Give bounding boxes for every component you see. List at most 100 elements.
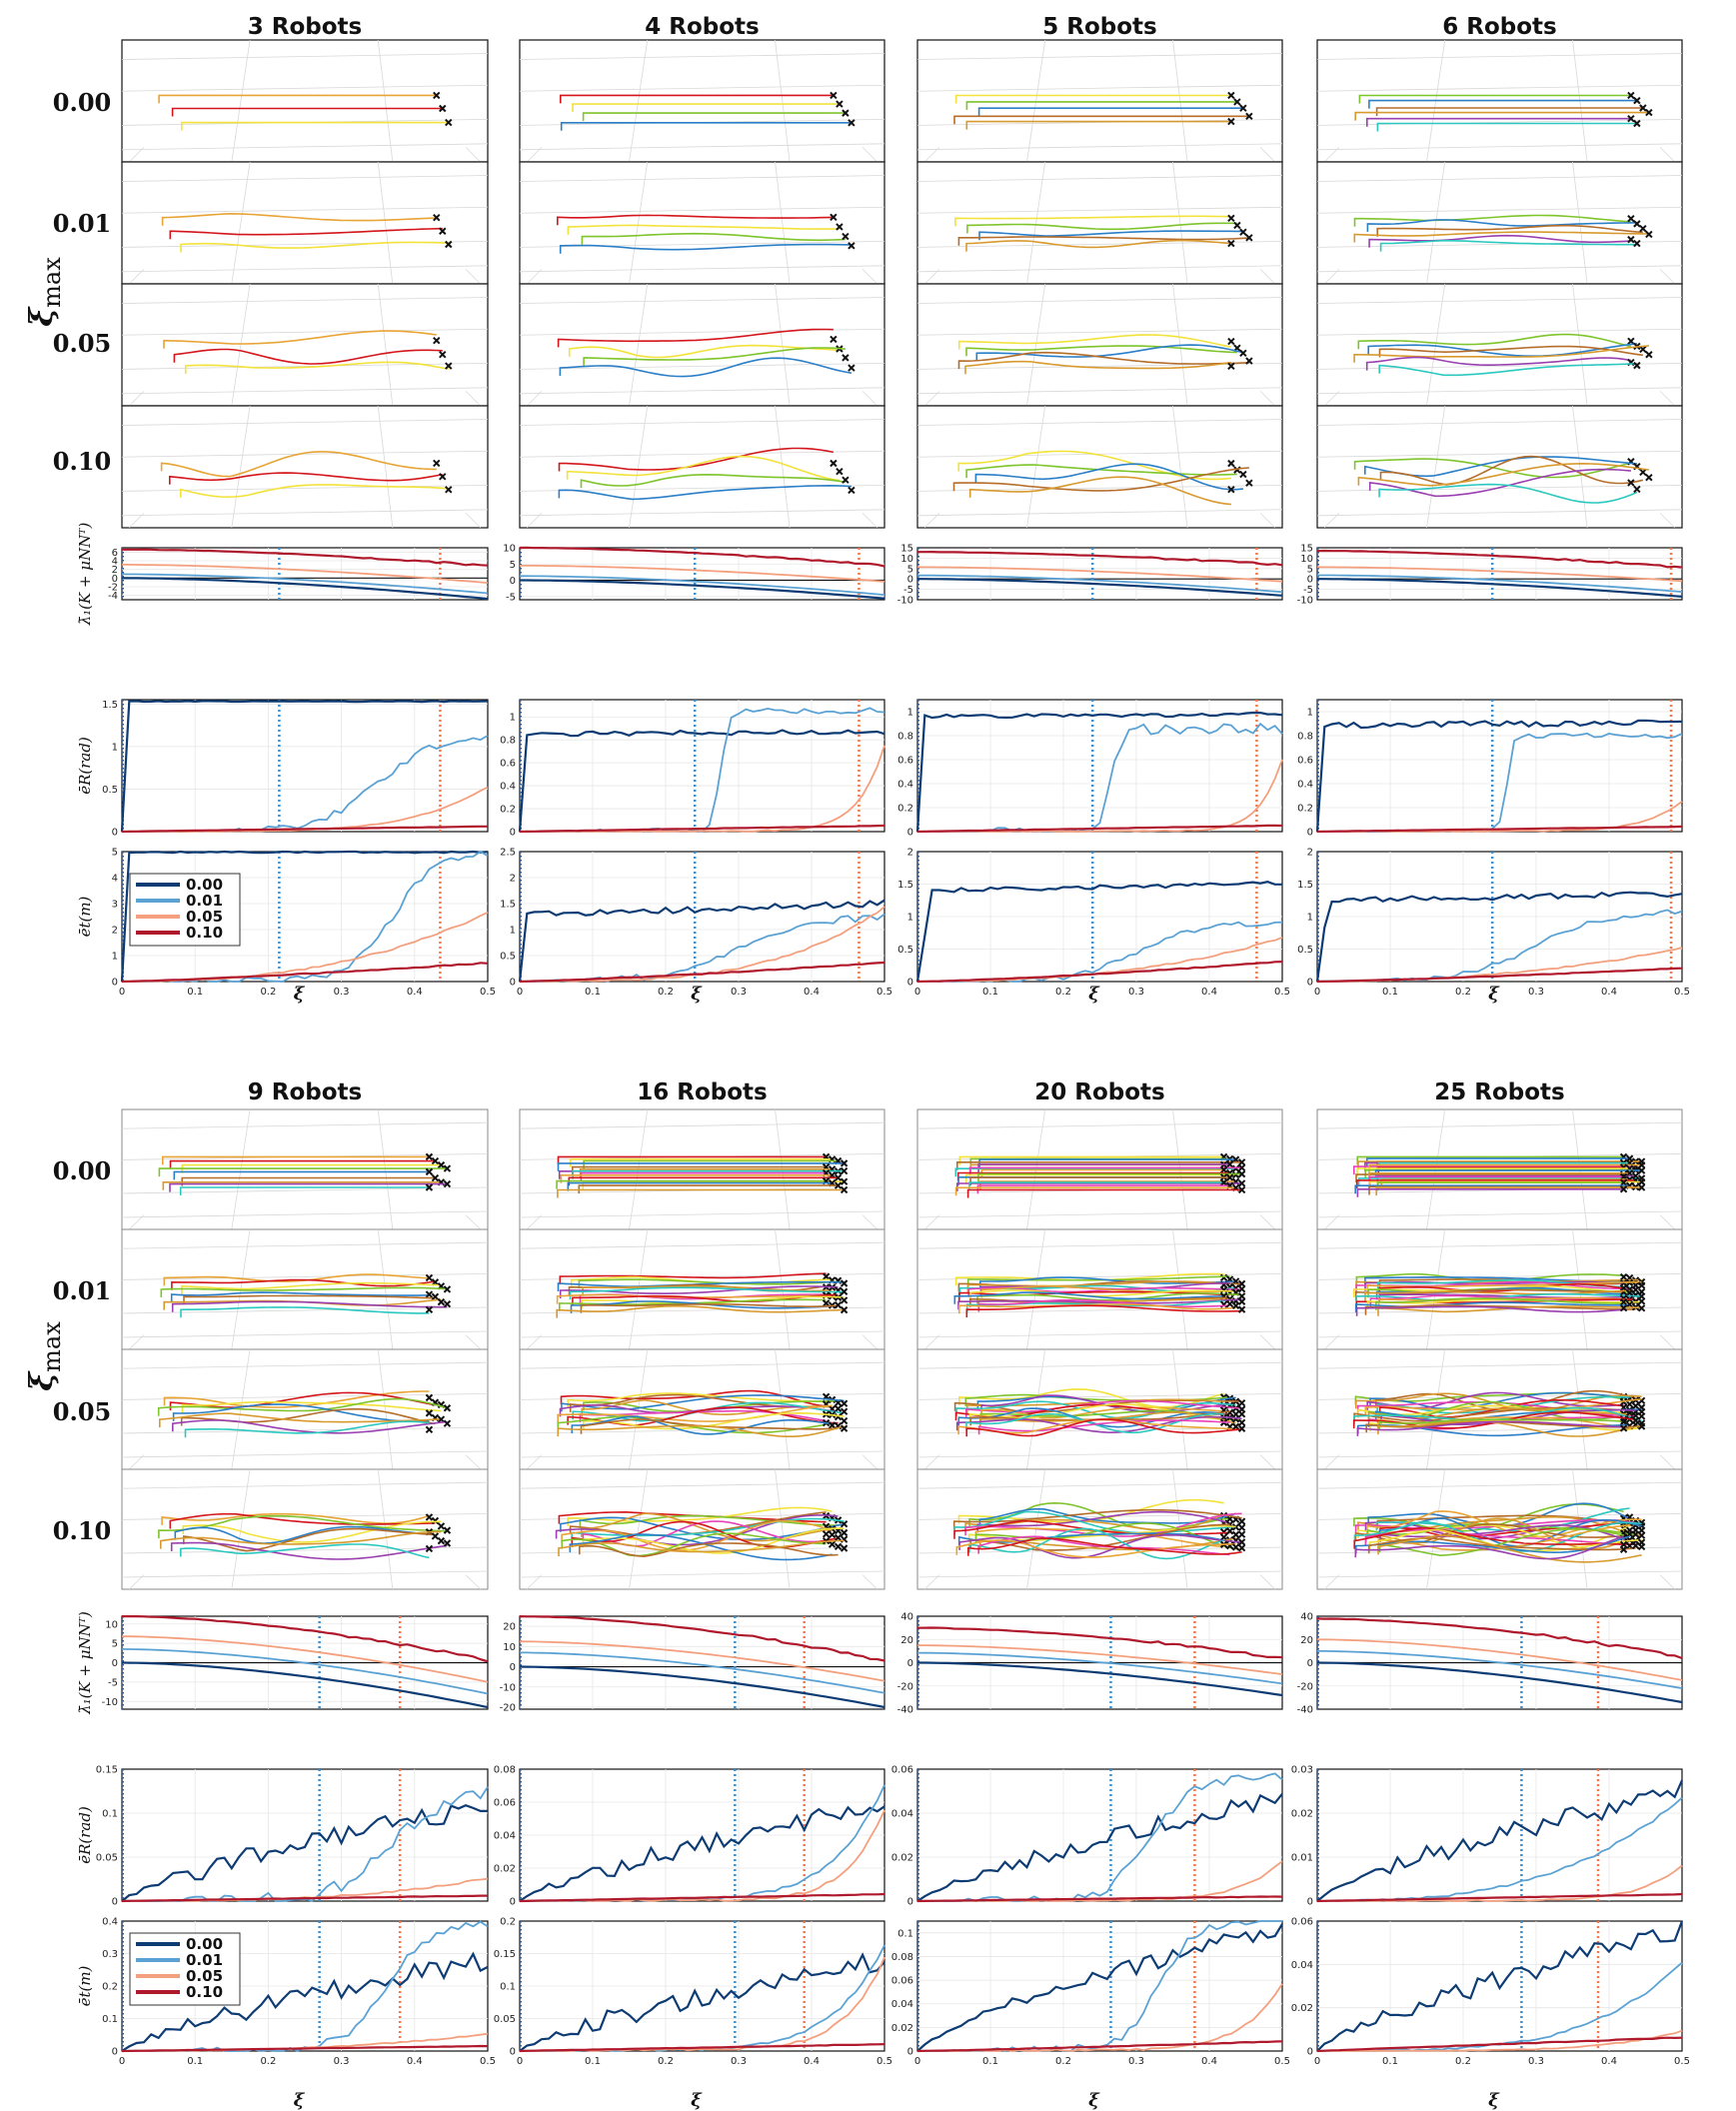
x-tick-label: 0.2: [260, 2056, 276, 2067]
y-tick-label: 0.4: [897, 780, 913, 791]
series-line-005: [122, 1635, 489, 1683]
y-tick-label: 0: [510, 2047, 516, 2058]
y-axis-label-lambda: λ̄₁(K + μNNᵀ): [76, 1611, 94, 1715]
robot-marker: [1619, 1185, 1628, 1193]
trajectory-panel: [519, 1348, 885, 1470]
robot-trajectory: [180, 1306, 430, 1318]
robot-trajectory: [979, 1180, 1236, 1190]
grid-line: [1324, 1574, 1340, 1590]
legend: 0.000.010.050.10: [129, 1932, 241, 2006]
robot-marker: [1619, 1178, 1628, 1186]
xi-symbol: ξ: [22, 1370, 60, 1391]
series-line-000: [916, 1923, 1283, 2052]
robot-marker: [834, 1542, 843, 1551]
grid-line: [465, 269, 481, 285]
y-tick-label: 6: [112, 548, 118, 559]
grid-line: [129, 1454, 145, 1470]
robot-marker: [1645, 230, 1653, 239]
robot-trajectory: [1352, 1411, 1636, 1429]
chart-title: 25 Robots: [1434, 1079, 1564, 1105]
grid-line: [629, 161, 649, 285]
grid-line: [129, 1574, 145, 1590]
x-tick-label: 0.5: [876, 2056, 892, 2067]
y-tick-label: 0.2: [1297, 804, 1313, 815]
grid-line: [775, 283, 791, 407]
grid-line: [1572, 283, 1588, 407]
grid-line: [519, 84, 885, 92]
axes-eR: 0.15 0.1 0.05 0 ēR(rad): [76, 1765, 489, 1908]
y-tick-label: 5: [907, 564, 913, 575]
robot-marker: [443, 1179, 452, 1188]
robot-trajectory: [1357, 333, 1632, 350]
robot-trajectory: [173, 1170, 430, 1180]
robot-marker: [425, 1152, 434, 1161]
robot-marker: [1231, 1415, 1240, 1423]
robot-trajectory: [1375, 107, 1643, 116]
robot-trajectory: [557, 1162, 845, 1171]
x-tick-label: 0.2: [1455, 987, 1471, 998]
robot-marker: [425, 1290, 434, 1298]
robot-marker: [1237, 1398, 1246, 1407]
grid-line: [519, 206, 885, 214]
robot-trajectory: [953, 115, 1249, 125]
robot-marker: [443, 1299, 452, 1308]
robot-trajectory: [180, 1543, 430, 1559]
robot-marker: [1637, 1183, 1646, 1191]
grid-line: [629, 1348, 649, 1470]
axes-lambda: 10 5 0 -5: [503, 544, 885, 603]
robot-trajectory: [569, 1286, 845, 1300]
y-tick-label: 0: [510, 828, 516, 839]
grid-line: [916, 1330, 1283, 1338]
series-line-010: [916, 1895, 1283, 1903]
grid-line: [1659, 1214, 1675, 1230]
series-line-005: [1317, 1638, 1683, 1681]
grid-line: [629, 39, 649, 163]
grid-line: [1316, 1121, 1683, 1129]
robot-trajectory: [1364, 1398, 1642, 1416]
series-line-000: [121, 1804, 488, 1902]
series-line-010: [121, 1894, 488, 1903]
trajectory-panel: [1316, 405, 1683, 529]
robot-trajectory: [980, 1284, 1224, 1298]
robot-trajectory: [956, 1171, 1230, 1181]
series-line-010: [519, 961, 885, 984]
legend-label: 0.10: [186, 924, 223, 942]
robot-marker: [1245, 357, 1253, 365]
robot-marker: [828, 1530, 837, 1539]
series-line-010: [122, 1614, 489, 1663]
grid-line: [916, 509, 1283, 517]
grid-line: [519, 450, 885, 458]
y-tick-label: 0.01: [1291, 1853, 1313, 1864]
x-tick-label: 0: [119, 987, 125, 998]
y-tick-label: -20: [897, 1681, 913, 1692]
x-tick-label: 0.2: [1455, 2056, 1471, 2067]
robot-trajectory: [173, 348, 443, 365]
robot-marker: [1639, 104, 1647, 112]
y-tick-label: 1: [907, 913, 913, 924]
legend-label: 0.01: [186, 1951, 223, 1969]
robot-trajectory: [958, 1533, 1242, 1559]
robot-trajectory: [978, 230, 1243, 241]
grid-line: [1259, 147, 1275, 163]
grid-line: [775, 1468, 791, 1590]
robot-marker: [1625, 1400, 1634, 1408]
y-tick-label: 4: [112, 557, 118, 568]
axes-et: 2 1.5 1 0.5 00 0.1 0.2 0.3 0.4 0.5 ξ: [897, 848, 1290, 1006]
robot-trajectory: [1353, 231, 1649, 243]
robot-trajectory: [977, 107, 1243, 117]
robot-trajectory: [163, 1390, 430, 1408]
y-tick-label: 20: [1300, 1635, 1313, 1646]
y-tick-label: 2: [510, 874, 516, 885]
x-tick-label: 0.5: [1674, 987, 1690, 998]
x-tick-label: 0.1: [1382, 987, 1398, 998]
robot-marker: [840, 1166, 849, 1175]
y-tick-label: 4: [112, 874, 118, 885]
x-tick-label: 0.1: [187, 987, 203, 998]
x-tick-label: 0.5: [1274, 2056, 1290, 2067]
trajectory-panel: [121, 39, 489, 163]
series-line-000: [1315, 719, 1683, 833]
xi-symbol: ξ: [22, 306, 60, 327]
y-tick-label: 1: [510, 713, 516, 724]
grid-line: [1324, 391, 1340, 407]
robot-trajectory: [579, 1168, 833, 1177]
